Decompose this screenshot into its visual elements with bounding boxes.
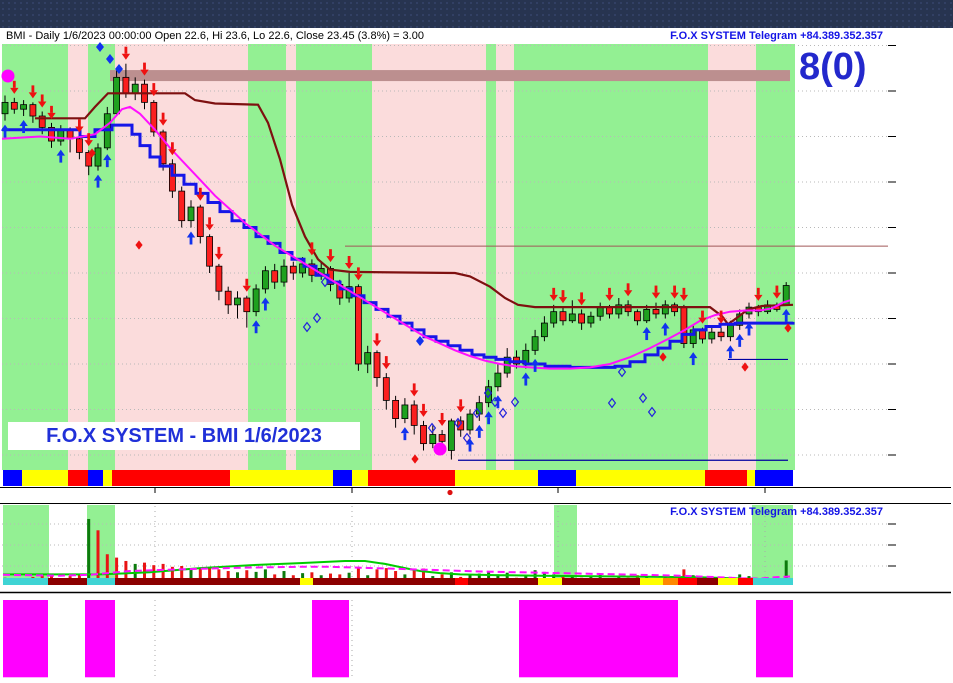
tab-bar <box>0 0 953 28</box>
